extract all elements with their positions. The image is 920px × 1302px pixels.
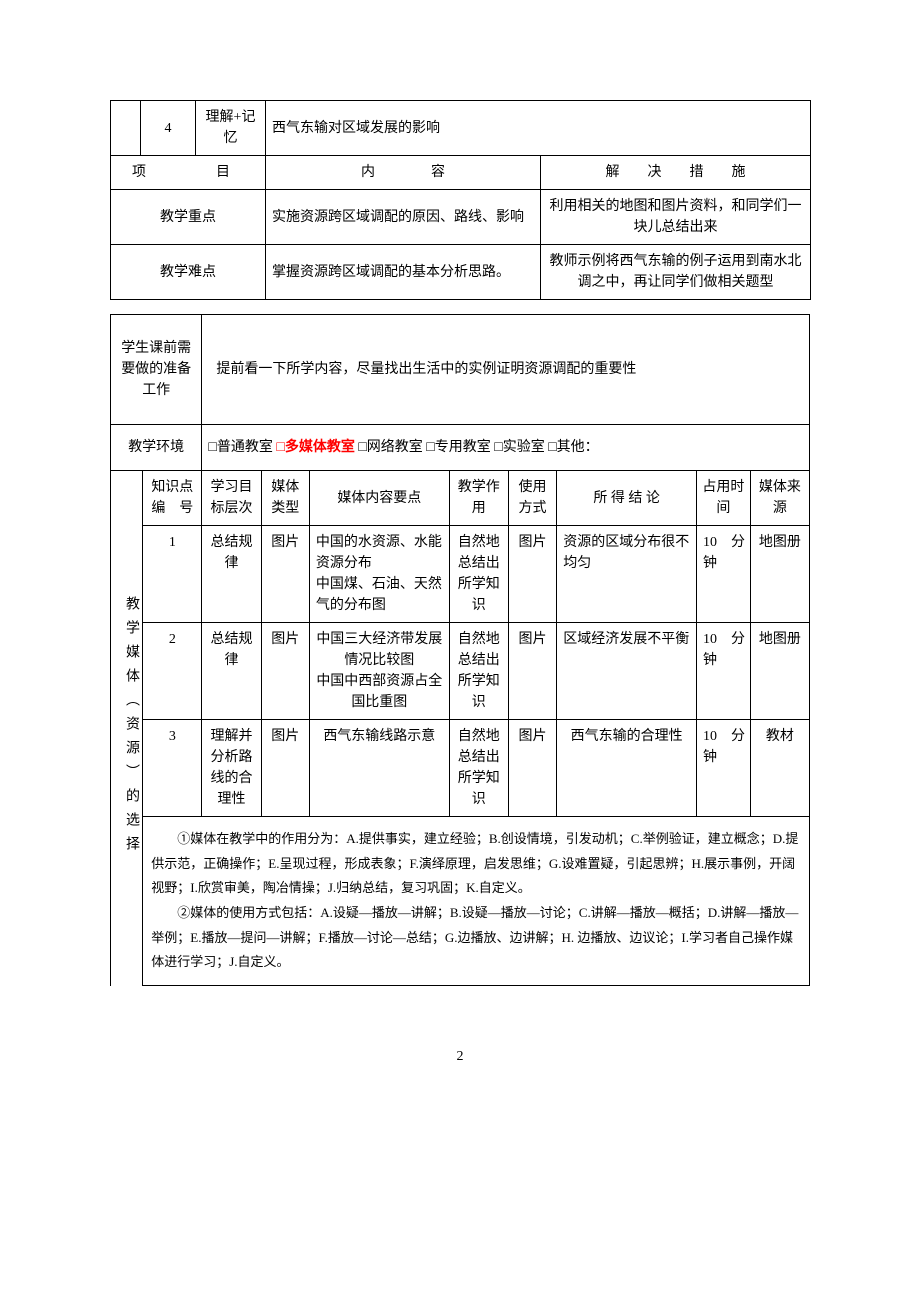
- table-row: 项 目 内 容 解 决 措 施: [111, 156, 811, 190]
- page-number: 2: [110, 1046, 810, 1067]
- table-row: 教学环境 □普通教室 □多媒体教室 □网络教室 □专用教室 □实验室 □其他：: [111, 425, 810, 471]
- side-label: 教学媒体（资源）的选择: [111, 471, 143, 986]
- hdr-c9: 媒体来源: [750, 471, 809, 526]
- label-focus: 教学重点: [111, 190, 266, 245]
- cell: 西气东输线路示意: [309, 720, 449, 817]
- cell: 总结规律: [202, 526, 261, 623]
- cell-content: 西气东输对区域发展的影响: [266, 101, 811, 156]
- cell-num: 4: [141, 101, 196, 156]
- hdr-c8: 占用时间: [697, 471, 751, 526]
- cell: 图片: [508, 526, 556, 623]
- hdr-c4: 媒体内容要点: [309, 471, 449, 526]
- cell: 10 分钟: [697, 526, 751, 623]
- cell: 区域经济发展不平衡: [557, 623, 697, 720]
- footnote-p1: ①媒体在教学中的作用分为：A.提供事实，建立经验；B.创设情境，引发动机；C.举…: [151, 827, 801, 901]
- page-root: 4 理解+记忆 西气东输对区域发展的影响 项 目 内 容 解 决 措 施 教学重…: [0, 0, 920, 1127]
- cell: 地图册: [750, 623, 809, 720]
- cell: 总结规律: [202, 623, 261, 720]
- hdr-c3: 媒体类型: [261, 471, 309, 526]
- env-opt: □网络教室 □专用教室 □实验室 □其他：: [355, 440, 599, 455]
- cell: 3: [143, 720, 202, 817]
- cell-prep: 提前看一下所学内容，尽量找出生活中的实例证明资源调配的重要性: [202, 315, 810, 425]
- table-row: 教学难点 掌握资源跨区域调配的基本分析思路。 教师示例将西气东输的例子运用到南水…: [111, 245, 811, 300]
- header-measure: 解 决 措 施: [541, 156, 811, 190]
- hdr-c6: 使用方式: [508, 471, 556, 526]
- cell: 西气东输的合理性: [557, 720, 697, 817]
- table-row: 2 总结规律 图片 中国三大经济带发展情况比较图 中国中西部资源占全国比重图 自…: [111, 623, 810, 720]
- table-row: 教学媒体（资源）的选择 知识点编 号 学习目标层次 媒体类型 媒体内容要点 教学…: [111, 471, 810, 526]
- header-item: 项 目: [111, 156, 266, 190]
- table-row: 1 总结规律 图片 中国的水资源、水能资源分布 中国煤、石油、天然气的分布图 自…: [111, 526, 810, 623]
- side-label-text: 教学媒体（资源）的选择: [115, 596, 145, 860]
- cell: 1: [143, 526, 202, 623]
- cell: 自然地总结出所学知识: [449, 526, 508, 623]
- label-env: 教学环境: [111, 425, 202, 471]
- label-difficulty: 教学难点: [111, 245, 266, 300]
- cell: 图片: [508, 623, 556, 720]
- table-media: 学生课前需要做的准备工作 提前看一下所学内容，尽量找出生活中的实例证明资源调配的…: [110, 314, 810, 986]
- cell-focus-measure: 利用相关的地图和图片资料，和同学们一块儿总结出来: [541, 190, 811, 245]
- cell: 中国的水资源、水能资源分布 中国煤、石油、天然气的分布图: [309, 526, 449, 623]
- cell: 资源的区域分布很不均匀: [557, 526, 697, 623]
- cell-focus-content: 实施资源跨区域调配的原因、路线、影响: [266, 190, 541, 245]
- hdr-c2: 学习目标层次: [202, 471, 261, 526]
- footnote-cell: ①媒体在教学中的作用分为：A.提供事实，建立经验；B.创设情境，引发动机；C.举…: [143, 817, 810, 986]
- cell: 教材: [750, 720, 809, 817]
- cell-env: □普通教室 □多媒体教室 □网络教室 □专用教室 □实验室 □其他：: [202, 425, 810, 471]
- table-row: 教学重点 实施资源跨区域调配的原因、路线、影响 利用相关的地图和图片资料，和同学…: [111, 190, 811, 245]
- hdr-c5: 教学作用: [449, 471, 508, 526]
- label-prep: 学生课前需要做的准备工作: [111, 315, 202, 425]
- cell: 图片: [261, 623, 309, 720]
- table-row: 3 理解并分析路线的合理性 图片 西气东输线路示意 自然地总结出所学知识 图片 …: [111, 720, 810, 817]
- table-row: ①媒体在教学中的作用分为：A.提供事实，建立经验；B.创设情境，引发动机；C.举…: [111, 817, 810, 986]
- cell: 图片: [261, 720, 309, 817]
- env-opt: □普通教室: [208, 440, 276, 455]
- cell-blank: [111, 101, 141, 156]
- footnote-p2: ②媒体的使用方式包括：A.设疑—播放—讲解；B.设疑—播放—讨论；C.讲解—播放…: [151, 901, 801, 975]
- header-content: 内 容: [266, 156, 541, 190]
- cell: 2: [143, 623, 202, 720]
- hdr-c7: 所 得 结 论: [557, 471, 697, 526]
- cell-diff-content: 掌握资源跨区域调配的基本分析思路。: [266, 245, 541, 300]
- cell: 地图册: [750, 526, 809, 623]
- cell-diff-measure: 教师示例将西气东输的例子运用到南水北调之中，再让同学们做相关题型: [541, 245, 811, 300]
- table-row: 4 理解+记忆 西气东输对区域发展的影响: [111, 101, 811, 156]
- spacer: [110, 300, 810, 314]
- hdr-c1: 知识点编 号: [143, 471, 202, 526]
- cell: 自然地总结出所学知识: [449, 623, 508, 720]
- cell: 中国三大经济带发展情况比较图 中国中西部资源占全国比重图: [309, 623, 449, 720]
- cell-level: 理解+记忆: [196, 101, 266, 156]
- table-top: 4 理解+记忆 西气东输对区域发展的影响 项 目 内 容 解 决 措 施 教学重…: [110, 100, 811, 300]
- cell: 10 分钟: [697, 720, 751, 817]
- cell: 理解并分析路线的合理性: [202, 720, 261, 817]
- cell: 10 分钟: [697, 623, 751, 720]
- table-row: 学生课前需要做的准备工作 提前看一下所学内容，尽量找出生活中的实例证明资源调配的…: [111, 315, 810, 425]
- cell: 图片: [261, 526, 309, 623]
- cell: 自然地总结出所学知识: [449, 720, 508, 817]
- env-opt-selected: □多媒体教室: [276, 440, 354, 455]
- cell: 图片: [508, 720, 556, 817]
